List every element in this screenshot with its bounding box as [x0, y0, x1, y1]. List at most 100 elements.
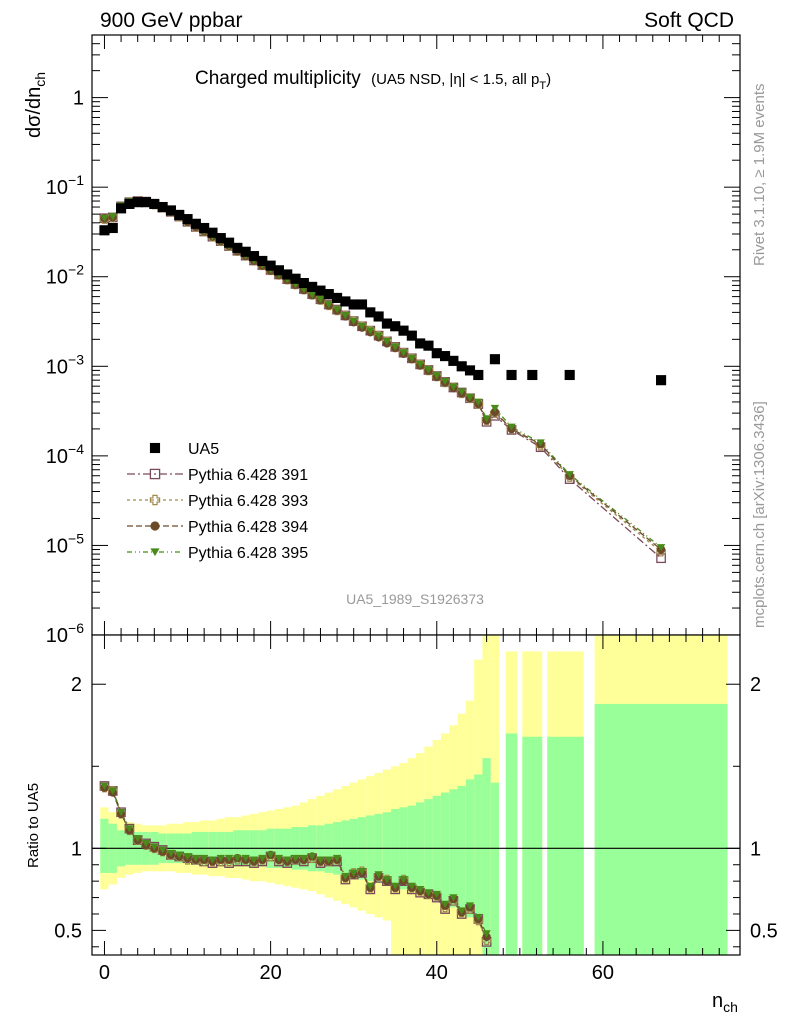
main-series-3-point: [316, 295, 325, 304]
ratio-series-3-point: [166, 849, 176, 858]
main-data-point: [373, 311, 384, 322]
main-data-point: [398, 325, 409, 336]
legend-label-1: Pythia 6.428 393: [188, 493, 308, 510]
ratio-xtick-label-0: 0: [99, 962, 110, 984]
main-data-point: [323, 289, 334, 300]
ratio-series-3-point: [199, 854, 209, 862]
y-axis-label-main-text: dσ/dn: [23, 87, 45, 138]
chart-title-sub-close: ): [546, 71, 551, 88]
chart-title-main: Charged multiplicity: [195, 68, 361, 89]
ratio-series-3-point: [399, 876, 408, 884]
ratio-series-3-point: [415, 885, 425, 894]
main-ytick-label-exp: −1: [68, 172, 84, 188]
main-data-point: [165, 205, 176, 216]
main-data-point: [174, 209, 185, 220]
main-series-3-point: [407, 354, 417, 363]
ratio-series-3-point: [457, 907, 466, 915]
main-data-point: [390, 321, 401, 332]
main-ytick-label-1: 10−5: [46, 530, 84, 557]
legend-marker-3: [150, 548, 160, 557]
main-data-point: [215, 233, 226, 244]
legend-label-2: Pythia 6.428 394: [188, 519, 308, 536]
main-data-point: [356, 299, 368, 310]
main-series-3-point: [432, 372, 441, 380]
main-data-point: [199, 222, 210, 234]
legend-label-0: Pythia 6.428 391: [188, 467, 308, 484]
main-series-3-point: [457, 388, 466, 396]
ratio-series-3-point: [141, 840, 151, 848]
main-series-3-point: [449, 383, 458, 391]
main-data-point: [273, 265, 284, 276]
main-ytick-label-exp: −4: [68, 441, 84, 457]
main-series-3-point: [374, 332, 383, 340]
ratio-xtick-label-3: 60: [592, 962, 614, 984]
ratio-band-inner-46: [482, 758, 491, 955]
main-series-3-point: [465, 394, 475, 402]
main-data-point: [315, 285, 326, 296]
ratio-series-3-point: [116, 808, 126, 817]
main-data-point: [224, 237, 235, 248]
main-data-point: [381, 318, 392, 329]
main-ytick-label-2: 10−4: [46, 441, 84, 468]
ratio-series-3-point: [274, 854, 284, 862]
main-ytick-label-0: 10−6: [46, 620, 84, 647]
main-data-point: [298, 277, 309, 289]
ratio-series-3-point: [374, 871, 383, 879]
main-data-point: [440, 351, 451, 362]
ratio-ytick-label-left-0: 0.5: [54, 920, 82, 942]
chart-title-sub: (UA5 NSD, |η| < 1.5, all p: [371, 71, 539, 88]
ratio-series-3-point: [341, 872, 350, 881]
legend-label-3: Pythia 6.428 395: [188, 545, 308, 562]
ratio-series-3-point: [216, 854, 225, 862]
ratio-band-inner-47: [490, 782, 500, 955]
main-series-3-point: [382, 337, 392, 346]
main-data-point: [464, 365, 476, 376]
ratio-series-3-point: [357, 867, 367, 876]
main-data-point: [473, 369, 484, 381]
header-right: Soft QCD: [644, 9, 734, 32]
main-data-point: [99, 225, 110, 236]
ratio-series-3-point: [407, 882, 417, 890]
ratio-series-3-point: [332, 854, 342, 862]
main-series-3-point: [100, 214, 109, 223]
main-data-point: [290, 273, 301, 284]
ratio-frame: [91, 634, 741, 956]
ratio-series-3-point: [158, 846, 167, 854]
main-data-point: [190, 218, 201, 229]
ratio-ytick-label-left-1: 1: [71, 838, 82, 860]
main-series-3-point: [391, 343, 400, 351]
y-axis-label-main: dσ/dnch: [23, 72, 48, 138]
main-data-point: [564, 369, 575, 381]
ratio-band-inner-51: [594, 703, 728, 955]
watermark: UA5_1989_S1926373: [346, 591, 484, 607]
ratio-series-3-point: [266, 851, 275, 859]
ratio-series-3-point: [108, 787, 117, 795]
x-axis-label-text: n: [712, 990, 723, 1012]
y-axis-label-ratio: Ratio to UA5: [25, 783, 42, 868]
ratio-series-3-point: [283, 856, 292, 864]
main-data-point: [365, 307, 376, 318]
main-data-point: [124, 198, 135, 209]
main-data-point: [332, 292, 343, 303]
main-series-3-point: [536, 439, 545, 447]
ratio-ytick-label-right-0: 0.5: [750, 920, 778, 942]
main-data-point: [448, 355, 459, 366]
main-data-point: [456, 361, 467, 372]
main-ytick-label-base: 10: [46, 535, 68, 557]
main-data-point: [431, 348, 442, 359]
main-data-point: [107, 222, 118, 234]
main-data-point: [265, 260, 276, 271]
main-data-point: [348, 299, 359, 310]
ratio-series-3-point: [432, 890, 441, 899]
main-ytick-label-base: 10: [46, 625, 68, 647]
main-data-point: [340, 296, 351, 307]
chart-title: Charged multiplicity (UA5 NSD, |η| < 1.5…: [195, 68, 551, 92]
legend-label-data: UA5: [188, 441, 219, 458]
ratio-band-inner-49: [522, 736, 543, 955]
main-data-point: [406, 330, 417, 341]
main-series-3-point: [656, 544, 666, 552]
ratio-series-3-point: [324, 856, 333, 864]
main-ytick-label-5: 10−1: [46, 172, 84, 199]
main-series-3-point: [332, 306, 342, 314]
